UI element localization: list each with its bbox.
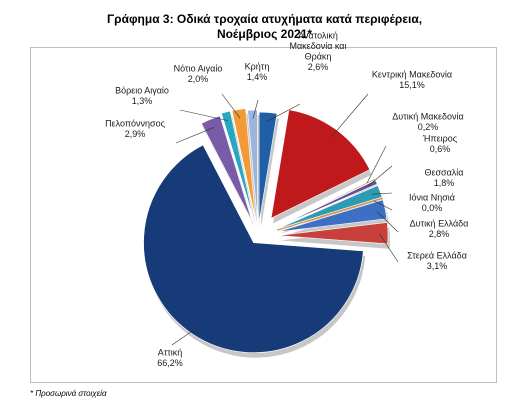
slice-2-leader <box>331 93 369 138</box>
slice-8-name-label: Στερεά Ελλάδα <box>407 251 467 261</box>
slice-5-name-label: Θεσσαλία <box>424 168 463 178</box>
slice-1 <box>258 111 278 223</box>
slice-6-leader <box>373 200 393 211</box>
slice-9-value-label: 66,2% <box>157 358 183 368</box>
slice-9-leader <box>171 326 198 346</box>
slice-2 <box>270 109 371 219</box>
slice-7-leader <box>376 210 399 233</box>
slice-3-name-label: Δυτική Μακεδονία <box>392 112 463 122</box>
chart-frame <box>30 47 497 383</box>
slice-12 <box>231 108 256 219</box>
slice-6 <box>276 197 383 231</box>
slice-7 <box>277 199 388 233</box>
slice-9 <box>143 144 364 353</box>
slice-12-leader <box>221 93 241 119</box>
slice-1-name-label: Θράκη <box>305 52 332 62</box>
slice-4-value-label: 0,6% <box>430 144 451 154</box>
chart-title-line-1: Γράφημα 3: Οδικά τροχαία ατυχήματα κατά … <box>106 12 423 26</box>
slice-5-leader <box>371 192 393 195</box>
slice-5 <box>276 185 383 230</box>
slice-11-leader <box>179 109 229 121</box>
slice-13-value-label: 1,4% <box>247 72 268 82</box>
slice-1-name-label: Ανατολική <box>298 31 338 41</box>
slice-2-name-label: Κεντρική Μακεδονία <box>372 70 452 80</box>
slice-4 <box>276 179 378 228</box>
slice-4-name-label: Ήπειρος <box>422 134 458 144</box>
slice-10 <box>201 115 253 222</box>
slice-1-leader <box>267 103 301 122</box>
slice-13-leader <box>252 99 259 119</box>
slice-12-value-label: 2,0% <box>188 74 209 84</box>
slice-8-value-label: 3,1% <box>427 261 448 271</box>
slice-8 <box>277 222 389 245</box>
slice-10-value-label: 2,9% <box>125 129 146 139</box>
slice-6-value-label: 0,0% <box>422 203 443 213</box>
slice-1-value-label: 2,6% <box>308 62 329 72</box>
slice-11-value-label: 1,3% <box>132 96 153 106</box>
footnote: * Προσωρινά στοιχεία <box>30 389 107 398</box>
slice-7-name-label: Δυτική Ελλάδα <box>410 219 469 229</box>
slice-11-name-label: Βόρειο Αιγαίο <box>115 86 169 96</box>
slice-13-name-label: Κρήτη <box>245 62 270 72</box>
leader-lines <box>171 93 399 346</box>
slice-11 <box>221 110 254 219</box>
slice-1-name-label: Μακεδονία και <box>289 41 346 51</box>
slice-2-value-label: 15,1% <box>399 80 425 90</box>
pie-slices <box>143 108 390 358</box>
chart-title-line-2: Νοέμβριος 2021* <box>216 27 313 41</box>
slice-4-leader <box>368 165 393 187</box>
slice-12-name-label: Νότιο Αιγαίο <box>174 64 223 74</box>
slice-3-value-label: 0,2% <box>418 122 439 132</box>
chart-title: Γράφημα 3: Οδικά τροχαία ατυχήματα κατά … <box>0 12 529 42</box>
slice-13 <box>247 109 258 221</box>
slice-10-leader <box>175 127 214 144</box>
slice-5-value-label: 1,8% <box>434 178 455 188</box>
slice-10-name-label: Πελοπόννησος <box>105 119 166 129</box>
slice-7-value-label: 2,8% <box>429 229 450 239</box>
slice-3-leader <box>366 145 387 184</box>
slice-9-name-label: Αττική <box>158 348 183 358</box>
slice-6-name-label: Ιόνια Νησιά <box>409 193 455 203</box>
slice-8-leader <box>378 233 399 263</box>
